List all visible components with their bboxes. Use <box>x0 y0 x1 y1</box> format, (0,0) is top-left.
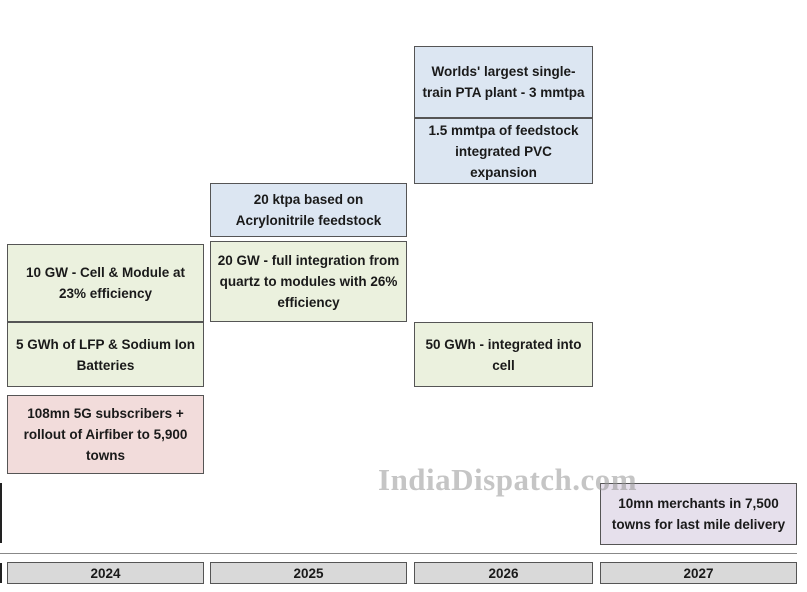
axis-divider <box>0 553 797 554</box>
pvc-2026-box: 1.5 mmtpa of feedstock integrated PVC ex… <box>414 118 593 184</box>
battery-2026-box: 50 GWh - integrated into cell <box>414 322 593 387</box>
battery-2024-text: 5 GWh of LFP & Sodium Ion Batteries <box>16 336 195 373</box>
watermark: IndiaDispatch.com <box>378 462 638 497</box>
left-edge-line <box>0 483 2 543</box>
solar-2025-text: 20 GW - full integration from quartz to … <box>217 253 400 310</box>
year-label-2024: 2024 <box>7 562 204 584</box>
year-label-2026: 2026 <box>414 562 593 584</box>
solar-2025-box: 20 GW - full integration from quartz to … <box>210 241 407 322</box>
pvc-2026-text: 1.5 mmtpa of feedstock integrated PVC ex… <box>428 122 579 180</box>
battery-2024-box: 5 GWh of LFP & Sodium Ion Batteries <box>7 322 204 387</box>
carbon-fibre-2025-box: 20 ktpa based on Acrylonitrile feedstock <box>210 183 407 237</box>
battery-2026-text: 50 GWh - integrated into cell <box>425 336 582 373</box>
telecom-2024-text: 108mn 5G subscribers + rollout of Airfib… <box>23 406 188 463</box>
year-label-2025: 2025 <box>210 562 407 584</box>
retail-2027-box: 10mn merchants in 7,500 towns for last m… <box>600 483 797 545</box>
year-label-2027: 2027 <box>600 562 797 584</box>
pta-2026-box: Worlds' largest single-train PTA plant -… <box>414 46 593 118</box>
telecom-2024-box: 108mn 5G subscribers + rollout of Airfib… <box>7 395 204 474</box>
retail-2027-text: 10mn merchants in 7,500 towns for last m… <box>611 496 786 532</box>
pta-2026-text: Worlds' largest single-train PTA plant -… <box>422 64 585 100</box>
cell-module-2024-box: 10 GW - Cell & Module at 23% efficiency <box>7 244 204 322</box>
carbon-fibre-2025-text: 20 ktpa based on Acrylonitrile feedstock <box>235 192 382 228</box>
left-edge-line <box>0 563 2 583</box>
cell-module-2024-text: 10 GW - Cell & Module at 23% efficiency <box>25 265 185 301</box>
